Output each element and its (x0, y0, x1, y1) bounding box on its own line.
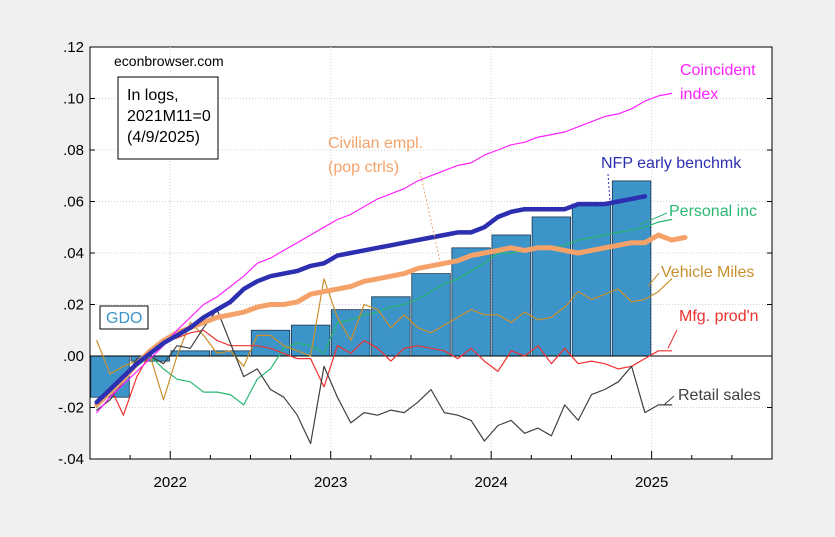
y-tick-label: .06 (63, 194, 84, 211)
y-tick-label: .02 (63, 297, 84, 314)
x-tick-label: 2022 (154, 474, 187, 491)
x-tick-label: 2024 (474, 474, 507, 491)
gdo-bar (571, 203, 612, 357)
note-text: 2021M11=0 (127, 108, 211, 125)
y-tick-label: .04 (63, 245, 84, 262)
note-box (117, 76, 219, 160)
personal-inc-label: Personal inc (669, 203, 757, 220)
note-text: In logs, (127, 87, 179, 104)
gdo-bar (531, 216, 572, 357)
gdo-bar (331, 309, 371, 357)
gdo-bar (451, 247, 491, 357)
series-layer (94, 92, 688, 445)
coincident-index-label: Coincident (680, 62, 756, 79)
source-label: econbrowser.com (114, 53, 224, 69)
gdo-bar (371, 296, 411, 357)
leader-line (663, 395, 675, 406)
note-text: (4/9/2025) (127, 129, 200, 146)
bar-layer (90, 180, 652, 398)
y-tick-label: .08 (63, 142, 84, 159)
series-line-coincident-index (96, 92, 673, 414)
gdo-bar (411, 273, 451, 357)
y-tick-label: -.02 (58, 400, 84, 417)
vehicle-miles-label: Vehicle Miles (661, 264, 754, 281)
series-line-retail-sales (96, 309, 673, 445)
leader-line (607, 173, 611, 202)
series-line-nfp-early-benchmk (94, 194, 648, 405)
x-tick-label: 2023 (314, 474, 347, 491)
gdo-bar (611, 180, 652, 357)
mfg-prodn-label: Mfg. prod'n (679, 308, 759, 325)
gdo-label-box (99, 305, 149, 330)
leader-line (419, 171, 441, 261)
leader-line (639, 212, 668, 226)
axis-layer: .12 .10 .08 .06 .04 .02 .00 -.02 -.04 2022 2023 202… (58, 39, 773, 491)
y-tick-label: .00 (63, 348, 84, 365)
series-line-personal-inc (96, 218, 673, 409)
civilian-empl-label: (pop ctrls) (328, 159, 399, 176)
nfp-label: NFP early benchmk (601, 155, 742, 172)
retail-sales-label: Retail sales (678, 387, 761, 404)
civilian-empl-label: Civilian empl. (328, 135, 423, 152)
series-line-mfg-prod-n (96, 329, 673, 416)
annotation-layer: econbrowser.com In logs, 2021M11=0 (4/9/202… (99, 53, 761, 406)
gdo-bar (250, 329, 291, 357)
leader-line (667, 329, 678, 349)
gdo-bar (491, 234, 531, 357)
y-tick-label: .12 (63, 39, 84, 56)
y-tick-label: .10 (63, 91, 84, 108)
coincident-index-label: index (680, 86, 718, 103)
x-tick-label: 2025 (635, 474, 668, 491)
gdo-label: GDO (106, 310, 142, 327)
y-tick-label: -.04 (58, 451, 84, 468)
leader-line (647, 272, 660, 287)
